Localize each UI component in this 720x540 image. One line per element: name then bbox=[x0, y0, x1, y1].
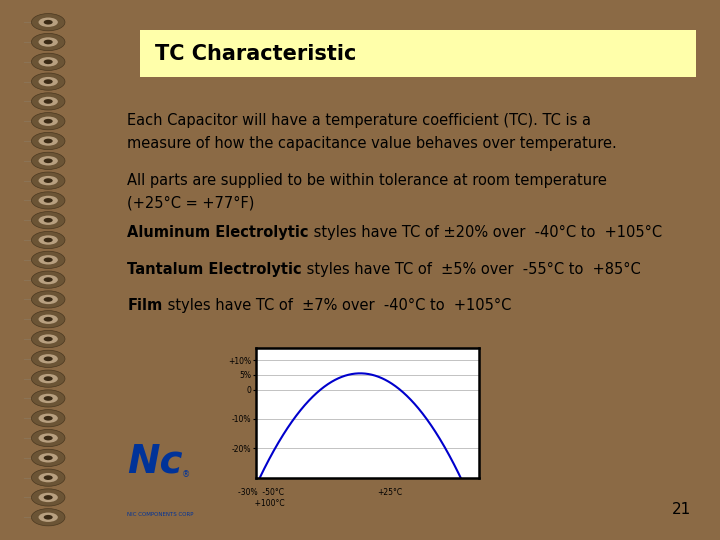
Ellipse shape bbox=[44, 436, 53, 441]
Ellipse shape bbox=[44, 198, 53, 202]
Ellipse shape bbox=[32, 251, 65, 268]
Ellipse shape bbox=[39, 255, 58, 265]
Ellipse shape bbox=[39, 394, 58, 403]
Ellipse shape bbox=[39, 295, 58, 304]
Ellipse shape bbox=[39, 374, 58, 383]
Ellipse shape bbox=[39, 275, 58, 285]
Ellipse shape bbox=[44, 416, 53, 421]
Ellipse shape bbox=[32, 113, 65, 130]
Ellipse shape bbox=[32, 33, 65, 51]
Ellipse shape bbox=[32, 192, 65, 209]
Ellipse shape bbox=[44, 238, 53, 242]
Ellipse shape bbox=[44, 158, 53, 163]
Text: All parts are supplied to be within tolerance at room temperature
(+25°C = +77°F: All parts are supplied to be within tole… bbox=[127, 173, 608, 211]
Ellipse shape bbox=[32, 469, 65, 486]
Ellipse shape bbox=[32, 410, 65, 427]
Ellipse shape bbox=[39, 512, 58, 522]
Ellipse shape bbox=[44, 277, 53, 282]
Ellipse shape bbox=[32, 212, 65, 229]
Ellipse shape bbox=[32, 152, 65, 170]
Ellipse shape bbox=[44, 297, 53, 302]
Ellipse shape bbox=[32, 291, 65, 308]
Ellipse shape bbox=[44, 456, 53, 460]
Text: Film: Film bbox=[127, 299, 163, 313]
Ellipse shape bbox=[32, 429, 65, 447]
Ellipse shape bbox=[32, 509, 65, 526]
Ellipse shape bbox=[32, 350, 65, 367]
Ellipse shape bbox=[44, 99, 53, 104]
Text: Aluminum Electrolytic: Aluminum Electrolytic bbox=[127, 225, 309, 240]
Ellipse shape bbox=[39, 57, 58, 66]
Ellipse shape bbox=[32, 370, 65, 387]
FancyBboxPatch shape bbox=[140, 30, 696, 77]
Ellipse shape bbox=[39, 37, 58, 46]
Ellipse shape bbox=[32, 489, 65, 506]
Text: styles have TC of  ±5% over  -55°C to  +85°C: styles have TC of ±5% over -55°C to +85°… bbox=[302, 262, 641, 277]
Text: NIC COMPONENTS CORP: NIC COMPONENTS CORP bbox=[127, 512, 194, 517]
Ellipse shape bbox=[44, 396, 53, 401]
Ellipse shape bbox=[32, 172, 65, 189]
Ellipse shape bbox=[32, 14, 65, 31]
Ellipse shape bbox=[39, 235, 58, 245]
Ellipse shape bbox=[39, 176, 58, 185]
Ellipse shape bbox=[39, 314, 58, 324]
Ellipse shape bbox=[44, 178, 53, 183]
Ellipse shape bbox=[32, 449, 65, 467]
Text: +25°C: +25°C bbox=[377, 488, 402, 497]
Ellipse shape bbox=[44, 495, 53, 500]
Ellipse shape bbox=[32, 93, 65, 110]
Ellipse shape bbox=[44, 139, 53, 143]
Ellipse shape bbox=[39, 493, 58, 502]
Ellipse shape bbox=[32, 310, 65, 328]
Ellipse shape bbox=[39, 354, 58, 363]
Ellipse shape bbox=[39, 77, 58, 86]
Ellipse shape bbox=[39, 453, 58, 463]
Ellipse shape bbox=[32, 232, 65, 248]
Ellipse shape bbox=[32, 132, 65, 150]
Ellipse shape bbox=[39, 136, 58, 146]
Text: -30%  -50°C
       +100°C: -30% -50°C +100°C bbox=[238, 488, 284, 508]
Ellipse shape bbox=[44, 79, 53, 84]
Text: Each Capacitor will have a temperature coefficient (TC). TC is a
measure of how : Each Capacitor will have a temperature c… bbox=[127, 113, 617, 151]
Text: Tantalum Electrolytic: Tantalum Electrolytic bbox=[127, 262, 302, 277]
Ellipse shape bbox=[39, 473, 58, 482]
Ellipse shape bbox=[32, 53, 65, 70]
Ellipse shape bbox=[39, 97, 58, 106]
Ellipse shape bbox=[44, 376, 53, 381]
Ellipse shape bbox=[44, 218, 53, 222]
Ellipse shape bbox=[39, 434, 58, 443]
Text: TC Characteristic: TC Characteristic bbox=[156, 44, 356, 64]
Ellipse shape bbox=[32, 271, 65, 288]
Ellipse shape bbox=[39, 334, 58, 344]
Ellipse shape bbox=[44, 20, 53, 24]
Ellipse shape bbox=[39, 17, 58, 27]
Ellipse shape bbox=[39, 195, 58, 205]
Ellipse shape bbox=[32, 390, 65, 407]
Text: styles have TC of ±20% over  -40°C to  +105°C: styles have TC of ±20% over -40°C to +10… bbox=[309, 225, 662, 240]
Ellipse shape bbox=[44, 317, 53, 322]
Ellipse shape bbox=[44, 356, 53, 361]
Ellipse shape bbox=[39, 215, 58, 225]
Ellipse shape bbox=[32, 330, 65, 348]
Ellipse shape bbox=[44, 337, 53, 341]
Ellipse shape bbox=[32, 73, 65, 90]
Ellipse shape bbox=[39, 414, 58, 423]
Ellipse shape bbox=[44, 515, 53, 519]
Text: ®: ® bbox=[182, 470, 191, 479]
Ellipse shape bbox=[44, 475, 53, 480]
Ellipse shape bbox=[39, 156, 58, 166]
Ellipse shape bbox=[39, 117, 58, 126]
Ellipse shape bbox=[44, 39, 53, 44]
Ellipse shape bbox=[44, 59, 53, 64]
Ellipse shape bbox=[44, 258, 53, 262]
Text: styles have TC of  ±7% over  -40°C to  +105°C: styles have TC of ±7% over -40°C to +105… bbox=[163, 299, 511, 313]
Text: Nc: Nc bbox=[127, 443, 183, 481]
Text: 21: 21 bbox=[672, 502, 691, 517]
Ellipse shape bbox=[44, 119, 53, 124]
